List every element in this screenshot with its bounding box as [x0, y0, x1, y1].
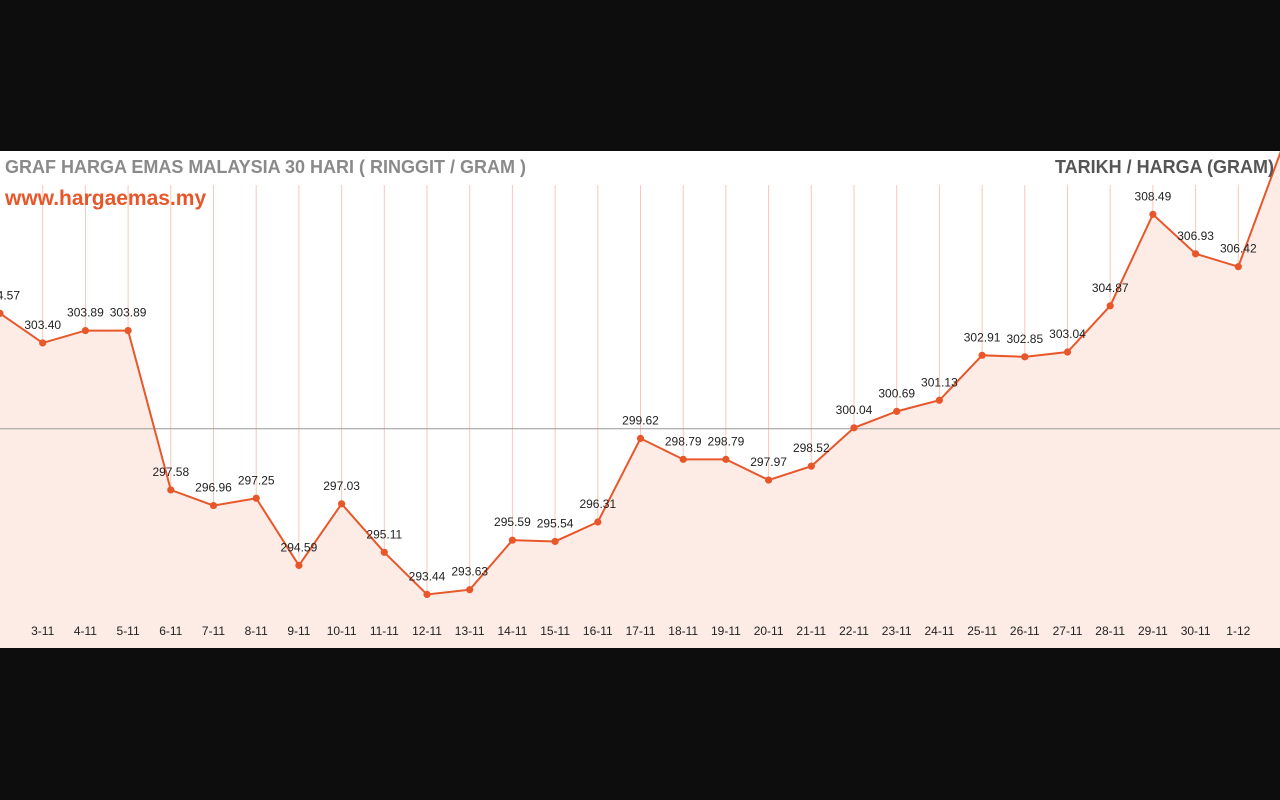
tick-label-15-11: 15-11: [540, 624, 570, 638]
value-label-7-11: 296.96: [195, 481, 232, 495]
value-label-4-11: 303.89: [67, 306, 104, 320]
data-point-2-11: [0, 309, 4, 317]
area-fill: [0, 153, 1280, 648]
value-label-14-11: 295.59: [494, 515, 531, 529]
data-point-10-11: [338, 500, 346, 508]
data-points: [0, 210, 1242, 599]
data-point-29-11: [1149, 210, 1157, 218]
chart-panel: 4.57 303.40 303.89 303.89 297.58 296.96 297.25…: [0, 151, 1280, 648]
data-point-15-11: [551, 537, 559, 546]
value-label-5-11: 303.89: [110, 306, 147, 320]
value-label-9-11: 294.59: [281, 540, 318, 554]
data-point-14-11: [508, 536, 516, 544]
value-label-19-11: 298.79: [708, 434, 745, 448]
x-tick-labels: 3-11 4-11 5-11 6-11 7-11 8-11 9-11 10-11 11-11 12…: [31, 624, 1250, 638]
data-point-19-11: [722, 455, 730, 463]
value-label-21-11: 298.52: [793, 441, 830, 455]
value-label-27-11: 303.04: [1049, 327, 1086, 341]
legend-label: TARIKH / HARGA (GRAM): [1055, 157, 1274, 177]
tick-label-27-11: 27-11: [1053, 624, 1083, 638]
value-labels: 4.57 303.40 303.89 303.89 297.58 296.96 297.25…: [0, 189, 1257, 583]
tick-label-8-11: 8-11: [245, 624, 268, 638]
tick-label-4-11: 4-11: [74, 624, 97, 638]
tick-label-23-11: 23-11: [882, 624, 912, 638]
data-point-23-11: [893, 407, 901, 415]
value-label-17-11: 299.62: [622, 413, 659, 427]
data-point-26-11: [1021, 353, 1029, 361]
tick-label-6-11: 6-11: [159, 624, 182, 638]
tick-label-26-11: 26-11: [1010, 624, 1040, 638]
tick-label-7-11: 7-11: [202, 624, 225, 638]
value-label-18-11: 298.79: [665, 434, 702, 448]
area-fill-polygon: [0, 153, 1280, 648]
data-point-17-11: [636, 434, 645, 443]
value-label-20-11: 297.97: [750, 455, 787, 469]
tick-label-14-11: 14-11: [497, 624, 527, 638]
data-point-1-12: [1234, 263, 1242, 271]
data-point-12-11: [423, 590, 431, 599]
value-label-15-11: 295.54: [537, 516, 574, 530]
data-point-28-11: [1106, 302, 1114, 310]
tick-label-12-11: 12-11: [412, 624, 442, 638]
tick-label-3-11: 3-11: [31, 624, 54, 638]
data-point-20-11: [765, 476, 773, 484]
tick-label-21-11: 21-11: [796, 624, 826, 638]
value-label-11-11: 295.11: [366, 527, 402, 541]
value-label-12-11: 293.44: [409, 569, 446, 583]
data-point-8-11: [252, 494, 260, 502]
value-label-13-11: 293.63: [451, 565, 488, 579]
value-label-6-11: 297.58: [152, 465, 189, 479]
value-label-1-12: 306.42: [1220, 242, 1257, 256]
tick-label-16-11: 16-11: [583, 624, 613, 638]
tick-label-19-11: 19-11: [711, 624, 741, 638]
data-point-9-11: [295, 561, 303, 570]
data-point-6-11: [167, 486, 175, 494]
tick-label-5-11: 5-11: [117, 624, 140, 638]
tick-label-29-11: 29-11: [1138, 624, 1168, 638]
data-point-3-11: [39, 339, 47, 347]
value-label-8-11: 297.25: [238, 473, 275, 487]
data-point-24-11: [935, 396, 944, 404]
tick-label-22-11: 22-11: [839, 624, 869, 638]
data-point-7-11: [209, 501, 218, 510]
value-label-24-11: 301.13: [921, 375, 958, 389]
data-point-16-11: [594, 518, 602, 526]
value-label-2-11: 4.57: [0, 288, 20, 302]
data-point-4-11: [81, 326, 89, 335]
chart-title: GRAF HARGA EMAS MALAYSIA 30 HARI ( RINGG…: [5, 157, 527, 177]
tick-label-28-11: 28-11: [1095, 624, 1125, 638]
tick-label-24-11: 24-11: [924, 624, 954, 638]
value-label-23-11: 300.69: [878, 386, 915, 400]
tick-label-25-11: 25-11: [967, 624, 997, 638]
tick-label-9-11: 9-11: [287, 624, 310, 638]
value-label-29-11: 308.49: [1135, 189, 1172, 203]
value-label-16-11: 296.31: [579, 497, 616, 511]
tick-label-30-11: 30-11: [1181, 624, 1211, 638]
data-point-30-11: [1192, 250, 1200, 258]
website-label[interactable]: www.hargaemas.my: [5, 187, 207, 210]
data-point-13-11: [466, 586, 474, 594]
tick-label-1-12: 1-12: [1226, 624, 1250, 638]
value-label-3-11: 303.40: [24, 318, 61, 332]
data-point-11-11: [380, 548, 388, 556]
tick-label-13-11: 13-11: [455, 624, 485, 638]
value-label-22-11: 300.04: [836, 403, 873, 417]
data-point-25-11: [978, 351, 986, 359]
data-point-5-11: [124, 326, 132, 335]
value-label-25-11: 302.91: [964, 330, 1001, 344]
tick-label-20-11: 20-11: [754, 624, 784, 638]
value-label-26-11: 302.85: [1006, 332, 1043, 346]
tick-label-11-11: 11-11: [370, 624, 399, 638]
tick-label-18-11: 18-11: [668, 624, 698, 638]
data-point-27-11: [1063, 348, 1072, 356]
tick-label-10-11: 10-11: [327, 624, 357, 638]
value-label-30-11: 306.93: [1177, 229, 1214, 243]
value-label-10-11: 297.03: [323, 479, 360, 493]
line-chart: 4.57 303.40 303.89 303.89 297.58 296.96 297.25…: [0, 151, 1280, 648]
value-label-28-11: 304.87: [1092, 281, 1129, 295]
data-point-18-11: [679, 455, 687, 463]
data-point-22-11: [850, 424, 858, 432]
data-point-21-11: [807, 462, 815, 470]
tick-label-17-11: 17-11: [626, 624, 656, 638]
